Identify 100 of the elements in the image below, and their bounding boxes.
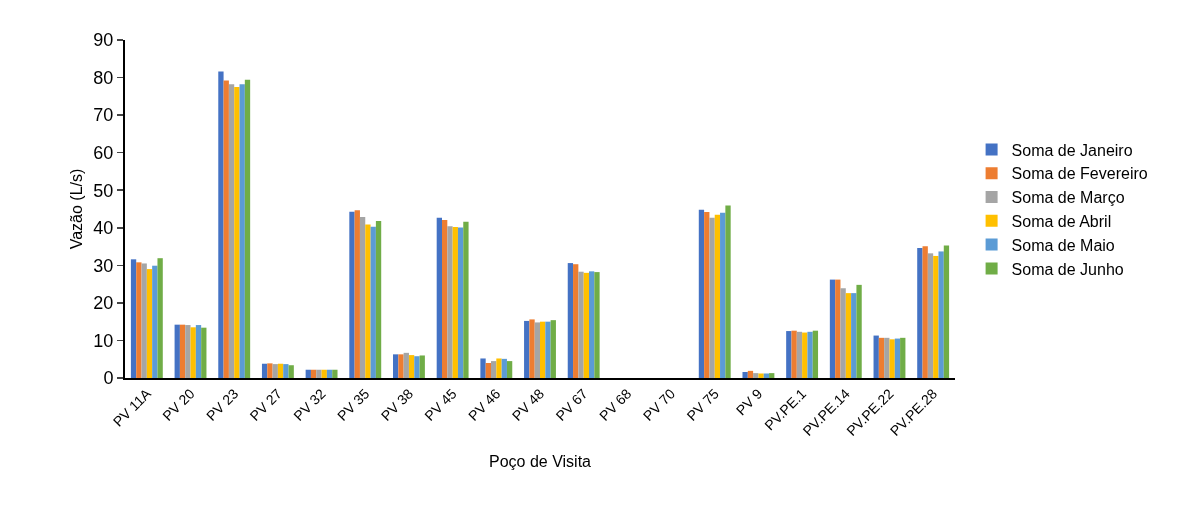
bar — [457, 227, 464, 378]
bar — [873, 335, 879, 378]
bar — [305, 369, 311, 378]
bar — [354, 210, 360, 378]
bar — [480, 358, 486, 378]
bar — [802, 332, 808, 378]
bar — [840, 288, 846, 378]
bar — [812, 330, 819, 378]
bar — [332, 369, 338, 378]
y-tick-label: 90 — [93, 30, 114, 51]
bar — [758, 373, 764, 378]
bar — [272, 364, 278, 378]
bar — [157, 258, 163, 378]
y-tick-label: 70 — [93, 105, 114, 126]
bar — [506, 361, 513, 378]
bar — [884, 337, 890, 378]
bar — [195, 325, 202, 378]
bar — [349, 211, 355, 378]
bar — [223, 80, 229, 378]
bar — [136, 262, 142, 378]
bar — [545, 321, 551, 378]
y-tick-label: 10 — [93, 330, 114, 351]
y-axis-title: Vazão (L/s) — [68, 168, 85, 250]
y-tick-label: 30 — [93, 255, 114, 276]
bar — [393, 354, 399, 378]
bar — [763, 373, 770, 378]
x-tick-label: PV 67 — [552, 385, 591, 424]
x-tick-label: PV 68 — [596, 385, 635, 424]
bar — [578, 271, 584, 378]
bar — [370, 226, 376, 378]
x-tick-label: PV 23 — [203, 385, 242, 424]
x-tick-label: PV 32 — [290, 385, 329, 424]
bar — [185, 325, 191, 378]
legend-label: Soma de Março — [1011, 189, 1125, 207]
bar — [408, 355, 415, 378]
bar — [316, 369, 322, 378]
bar — [267, 363, 273, 378]
bar — [769, 373, 775, 378]
bar — [452, 227, 458, 378]
bar — [943, 245, 950, 378]
bar — [310, 369, 317, 378]
bar — [436, 217, 442, 378]
bar — [485, 362, 491, 378]
y-tick-label: 60 — [93, 142, 114, 163]
bar — [201, 327, 207, 378]
bar — [277, 363, 284, 378]
legend-label: Soma de Janeiro — [1011, 141, 1133, 159]
bar — [288, 365, 294, 378]
bar — [524, 320, 530, 378]
bar — [796, 331, 803, 378]
x-tick-label: PV 70 — [639, 385, 679, 424]
bar — [403, 352, 409, 378]
bar — [228, 84, 235, 378]
bar — [365, 224, 371, 378]
bar — [529, 319, 535, 378]
x-tick-label: PV 9 — [732, 385, 766, 419]
bar — [894, 338, 901, 378]
bar — [856, 284, 862, 378]
x-tick-label: PV 35 — [334, 385, 373, 424]
bar — [375, 221, 382, 378]
bar — [878, 337, 885, 378]
bar — [321, 369, 327, 378]
bar — [573, 264, 579, 378]
bar — [742, 371, 748, 378]
bar — [234, 86, 240, 378]
bar — [326, 369, 333, 378]
bar — [835, 279, 841, 378]
y-tick-label: 80 — [93, 67, 114, 88]
y-tick-label: 20 — [93, 293, 114, 314]
bar — [414, 356, 420, 378]
bar — [725, 205, 731, 378]
bar — [540, 321, 546, 378]
bar — [398, 354, 404, 378]
bar — [583, 272, 589, 378]
bar — [567, 263, 574, 378]
legend-label: Soma de Abril — [1011, 213, 1112, 231]
bar — [786, 331, 792, 378]
y-tick-label: 40 — [93, 218, 114, 239]
legend-label: Soma de Junho — [1011, 260, 1124, 278]
bar — [239, 84, 245, 378]
bar — [141, 263, 147, 378]
bar — [938, 251, 944, 378]
x-tick-label: PV 27 — [246, 385, 286, 424]
bar — [359, 216, 366, 378]
bar — [442, 219, 448, 378]
legend-label: Soma de Fevereiro — [1011, 165, 1148, 183]
bar — [709, 217, 715, 378]
bar — [419, 355, 425, 378]
bar — [747, 370, 754, 378]
x-axis-title: Poço de Visita — [489, 453, 592, 471]
bar — [807, 331, 813, 378]
bar — [463, 221, 469, 378]
bar — [927, 253, 934, 378]
bar — [589, 271, 595, 378]
x-tick-label: PV 45 — [421, 385, 460, 424]
bar — [845, 293, 852, 378]
x-tick-label: PV 75 — [683, 385, 722, 424]
bar — [698, 209, 705, 378]
bar — [146, 269, 153, 378]
bar — [179, 324, 186, 378]
